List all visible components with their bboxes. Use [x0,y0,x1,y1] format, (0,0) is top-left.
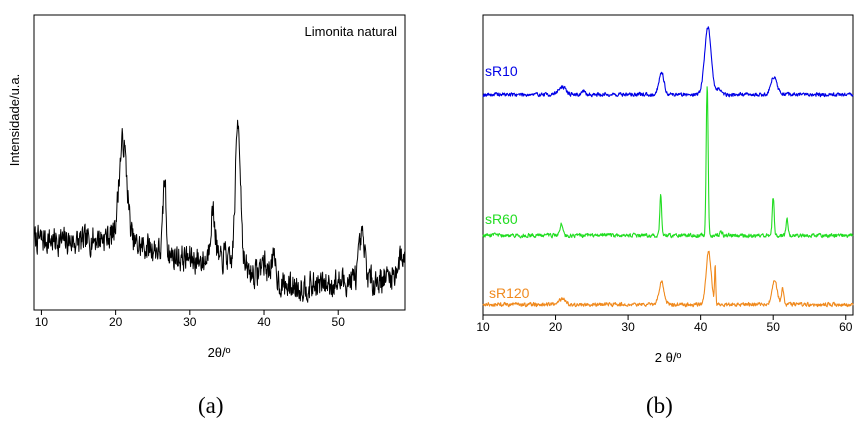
series-group-a [33,119,406,303]
series-line-sr10 [482,26,854,98]
x-tick-label: 10 [476,320,490,334]
x-tick-label: 20 [109,315,123,329]
x-tick-label: 40 [694,320,708,334]
panel-b-caption: (b) [646,393,673,418]
y-axis-label-a: Intensidade/u.a. [7,74,22,167]
x-axis-label-a: 2θ/º [208,345,231,360]
panel-b: 10 20 30 40 50 60 sR10 sR60 sR120 2 θ/º [476,14,854,365]
series-label-sr10: sR10 [485,63,518,79]
x-axis-ticks-b: 10 20 30 40 50 60 [476,315,853,334]
series-label-sr60: sR60 [485,211,518,227]
x-axis-label-b: 2 θ/º [655,350,682,365]
series-label-sr120: sR120 [489,285,530,301]
x-tick-label: 60 [839,320,853,334]
x-tick-label: 10 [35,315,49,329]
series-line-sr120 [482,250,854,308]
plot-frame-b [482,14,854,316]
x-tick-label: 50 [767,320,781,334]
x-tick-label: 30 [183,315,197,329]
series-group-b [482,26,854,308]
plot-frame-a [33,14,406,311]
panel-a: 10 20 30 40 50 Limonita natural Intensidade/… [7,14,406,360]
x-tick-label: 30 [621,320,635,334]
x-tick-label: 50 [332,315,346,329]
x-tick-label: 40 [257,315,271,329]
series-line-panel-a [33,119,406,303]
series-line-sr60 [482,86,854,239]
chart-annotation: Limonita natural [305,24,398,39]
x-tick-label: 20 [549,320,563,334]
panel-a-caption: (a) [198,393,224,418]
x-axis-ticks-a: 10 20 30 40 50 [35,310,345,329]
